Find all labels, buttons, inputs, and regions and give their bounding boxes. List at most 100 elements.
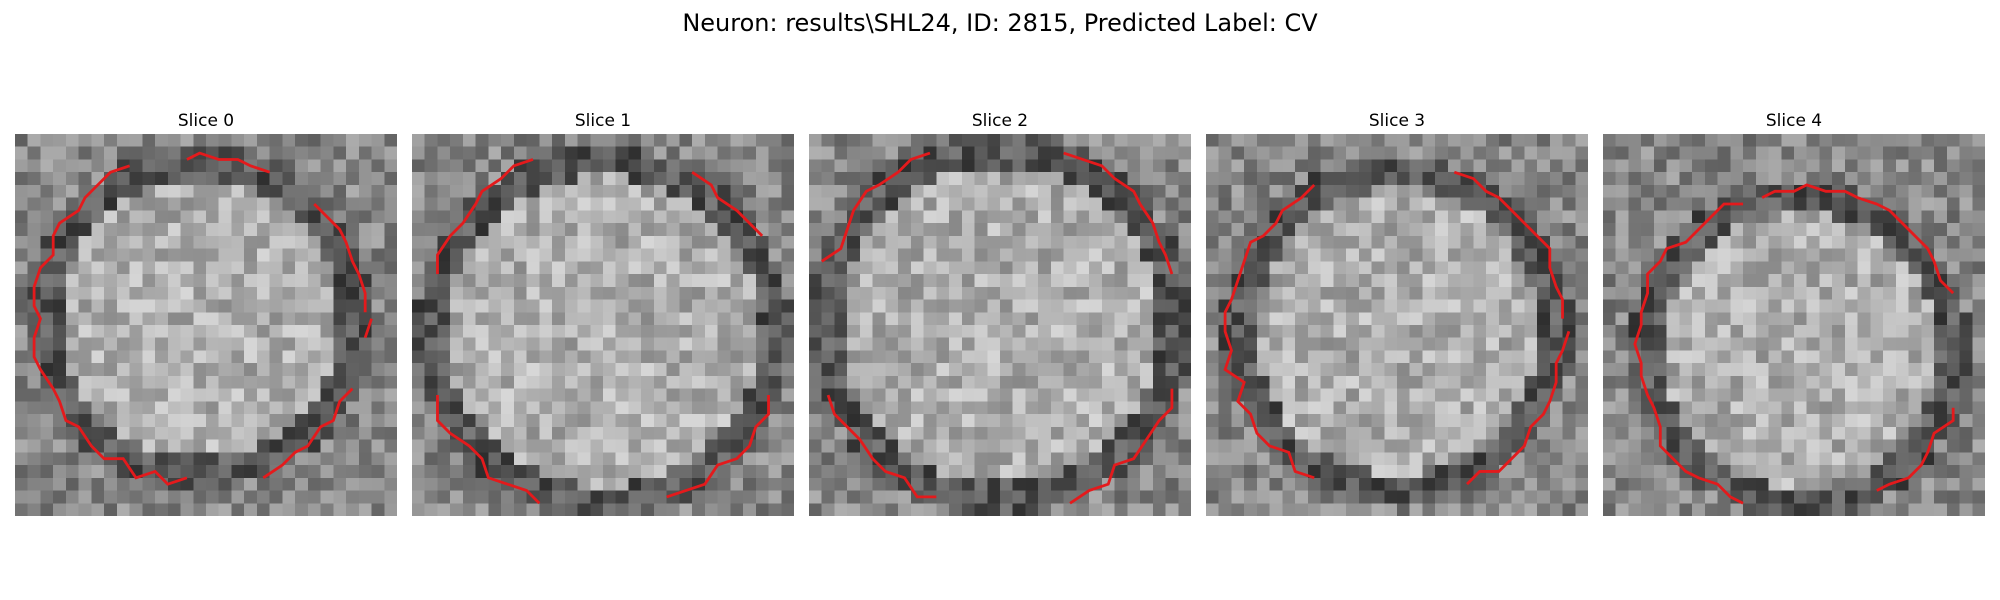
slice-panel-0: Slice 0 bbox=[15, 108, 397, 516]
pixel bbox=[923, 223, 937, 237]
pixel bbox=[692, 401, 706, 415]
pixel bbox=[666, 426, 680, 440]
pixel bbox=[679, 146, 693, 160]
pixel bbox=[1832, 388, 1846, 402]
pixel bbox=[885, 490, 899, 504]
pixel bbox=[1307, 312, 1321, 326]
pixel bbox=[346, 223, 360, 237]
pixel bbox=[1717, 375, 1731, 389]
pixel bbox=[1333, 465, 1347, 479]
pixel bbox=[450, 210, 464, 224]
pixel bbox=[1603, 235, 1616, 249]
pixel bbox=[231, 465, 245, 479]
pixel bbox=[40, 337, 54, 351]
pixel bbox=[1755, 134, 1769, 147]
pixel bbox=[704, 197, 718, 211]
pixel bbox=[577, 312, 591, 326]
pixel bbox=[320, 197, 334, 211]
pixel bbox=[1076, 184, 1090, 198]
pixel bbox=[1819, 325, 1833, 338]
pixel bbox=[717, 337, 731, 351]
pixel bbox=[27, 210, 41, 224]
pixel bbox=[1486, 274, 1500, 288]
pixel bbox=[371, 235, 385, 249]
pixel bbox=[1000, 312, 1013, 326]
pixel bbox=[603, 146, 616, 160]
contour-line bbox=[186, 151, 271, 174]
pixel bbox=[1679, 452, 1693, 466]
pixel bbox=[1244, 426, 1258, 440]
pixel bbox=[910, 388, 924, 402]
pixel bbox=[513, 312, 527, 326]
pixel bbox=[1140, 223, 1154, 237]
pixel bbox=[949, 146, 963, 160]
pixel bbox=[1165, 159, 1179, 173]
pixel bbox=[692, 261, 706, 275]
pixel bbox=[1524, 363, 1538, 377]
pixel bbox=[1615, 325, 1629, 338]
pixel bbox=[1844, 312, 1858, 326]
pixel bbox=[256, 477, 270, 491]
pixel bbox=[1603, 452, 1616, 466]
pixel bbox=[1089, 197, 1103, 211]
pixel bbox=[333, 426, 347, 440]
pixel bbox=[412, 388, 425, 402]
pixel bbox=[1524, 172, 1538, 186]
pixel bbox=[1460, 146, 1474, 160]
pixel bbox=[743, 363, 757, 377]
pixel bbox=[1857, 235, 1871, 249]
pixel bbox=[1447, 350, 1461, 364]
pixel bbox=[603, 465, 616, 479]
pixel bbox=[218, 490, 232, 504]
pixel bbox=[834, 159, 848, 173]
pixel bbox=[1768, 452, 1782, 466]
pixel bbox=[1934, 235, 1948, 249]
pixel bbox=[781, 490, 794, 504]
pixel bbox=[539, 248, 553, 262]
pixel bbox=[1295, 439, 1309, 453]
pixel bbox=[552, 261, 566, 275]
pixel bbox=[1768, 350, 1782, 364]
pixel bbox=[333, 299, 347, 313]
pixel bbox=[564, 274, 578, 288]
pixel bbox=[1653, 490, 1667, 504]
pixel bbox=[1152, 146, 1166, 160]
pixel bbox=[412, 159, 425, 173]
pixel bbox=[1921, 375, 1935, 389]
pixel bbox=[1447, 477, 1461, 491]
pixel bbox=[40, 350, 54, 364]
pixel bbox=[1076, 363, 1090, 377]
pixel bbox=[129, 350, 143, 364]
pixel bbox=[692, 503, 706, 516]
pixel bbox=[1921, 159, 1935, 173]
pixel bbox=[15, 477, 28, 491]
pixel bbox=[1498, 426, 1512, 440]
pixel bbox=[641, 261, 655, 275]
slice-panel-1: Slice 1 bbox=[412, 108, 794, 516]
pixel bbox=[1447, 159, 1461, 173]
pixel bbox=[1025, 426, 1039, 440]
pixel bbox=[333, 490, 347, 504]
pixel bbox=[961, 465, 975, 479]
pixel bbox=[1781, 414, 1795, 428]
pixel bbox=[15, 159, 28, 173]
pixel bbox=[1320, 477, 1334, 491]
pixel bbox=[1921, 146, 1935, 160]
pixel bbox=[1447, 134, 1461, 147]
pixel bbox=[1025, 350, 1039, 364]
pixel bbox=[104, 172, 118, 186]
pixel bbox=[1679, 375, 1693, 389]
pixel bbox=[781, 184, 794, 198]
pixel bbox=[679, 452, 693, 466]
pixel bbox=[269, 274, 283, 288]
pixel bbox=[821, 414, 835, 428]
pixel bbox=[15, 388, 28, 402]
pixel bbox=[1127, 299, 1141, 313]
pixel bbox=[104, 375, 118, 389]
pixel bbox=[628, 465, 642, 479]
pixel bbox=[1666, 337, 1680, 351]
pixel bbox=[1333, 388, 1347, 402]
pixel bbox=[1717, 388, 1731, 402]
pixel bbox=[1409, 325, 1423, 338]
pixel bbox=[743, 337, 757, 351]
